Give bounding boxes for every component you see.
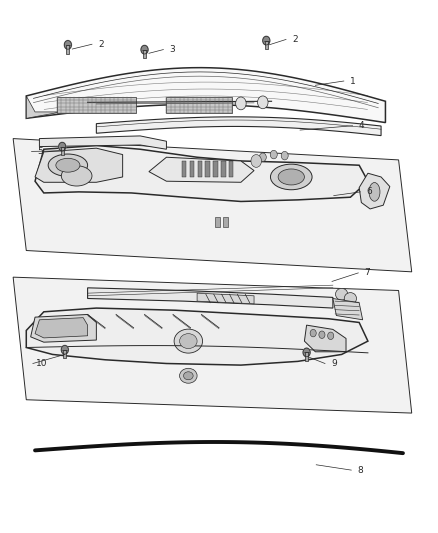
Bar xyxy=(57,97,136,113)
Polygon shape xyxy=(359,173,390,209)
Circle shape xyxy=(270,150,277,159)
Ellipse shape xyxy=(278,169,304,185)
Circle shape xyxy=(259,153,266,161)
Polygon shape xyxy=(304,325,346,352)
Bar xyxy=(305,352,308,361)
Ellipse shape xyxy=(344,293,357,304)
Bar xyxy=(198,161,202,177)
Text: 8: 8 xyxy=(357,466,363,474)
Bar xyxy=(190,161,194,177)
Text: 3: 3 xyxy=(169,45,175,54)
Text: 6: 6 xyxy=(366,188,372,196)
Bar xyxy=(265,41,268,49)
Ellipse shape xyxy=(48,154,88,176)
Polygon shape xyxy=(26,96,61,118)
Circle shape xyxy=(141,45,148,54)
Polygon shape xyxy=(31,314,96,342)
Circle shape xyxy=(236,97,246,110)
Circle shape xyxy=(303,348,310,357)
Polygon shape xyxy=(35,148,123,182)
Bar xyxy=(61,147,64,155)
Circle shape xyxy=(319,331,325,338)
Bar xyxy=(182,161,186,177)
Bar xyxy=(205,161,210,177)
Polygon shape xyxy=(35,318,88,338)
Polygon shape xyxy=(39,136,166,149)
Ellipse shape xyxy=(336,288,348,300)
Bar xyxy=(67,45,69,53)
Circle shape xyxy=(258,96,268,109)
Bar xyxy=(143,50,146,58)
Circle shape xyxy=(64,41,71,49)
Text: 4: 4 xyxy=(359,122,364,130)
Polygon shape xyxy=(26,308,368,365)
Polygon shape xyxy=(197,293,254,304)
Polygon shape xyxy=(26,68,385,123)
Circle shape xyxy=(61,345,68,354)
Circle shape xyxy=(328,332,334,340)
Circle shape xyxy=(59,142,66,151)
Text: 10: 10 xyxy=(36,359,47,368)
Text: 2: 2 xyxy=(98,40,103,49)
Circle shape xyxy=(251,155,261,167)
Polygon shape xyxy=(149,157,254,182)
Text: 1: 1 xyxy=(350,77,356,85)
Ellipse shape xyxy=(180,368,197,383)
Bar xyxy=(221,161,226,177)
Polygon shape xyxy=(13,277,412,413)
Ellipse shape xyxy=(174,329,203,353)
Ellipse shape xyxy=(180,334,197,349)
Ellipse shape xyxy=(184,372,193,379)
Polygon shape xyxy=(35,146,368,201)
Ellipse shape xyxy=(369,182,380,201)
Bar xyxy=(213,161,218,177)
Text: 9: 9 xyxy=(331,359,337,368)
Bar xyxy=(166,97,232,113)
Bar xyxy=(215,217,220,227)
Text: 2: 2 xyxy=(292,35,297,44)
Ellipse shape xyxy=(271,164,312,190)
Circle shape xyxy=(310,329,316,337)
Ellipse shape xyxy=(61,166,92,186)
Polygon shape xyxy=(96,117,381,135)
Ellipse shape xyxy=(56,158,80,172)
Bar xyxy=(64,350,66,358)
Circle shape xyxy=(281,151,288,160)
Bar xyxy=(223,217,228,227)
Circle shape xyxy=(263,36,270,45)
Bar xyxy=(229,161,233,177)
Text: 7: 7 xyxy=(364,269,370,277)
Text: 5: 5 xyxy=(37,147,43,156)
Polygon shape xyxy=(13,139,412,272)
Polygon shape xyxy=(333,298,363,320)
Polygon shape xyxy=(88,288,333,308)
